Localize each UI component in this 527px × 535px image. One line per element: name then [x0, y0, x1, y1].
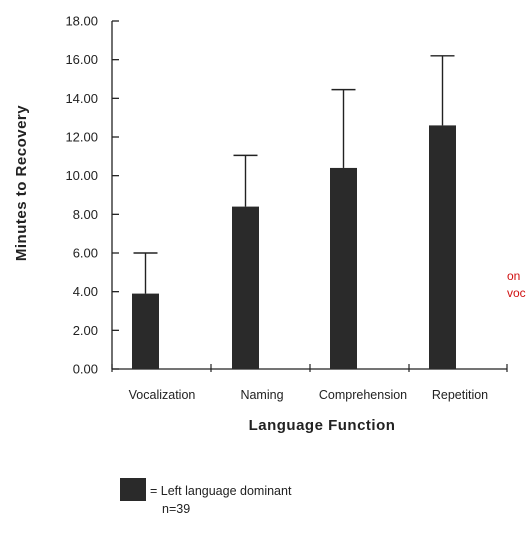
y-tick-label: 4.00 [73, 284, 98, 299]
category-labels: Vocalization Naming Comprehension Repetitio… [129, 388, 489, 402]
y-tick-label: 18.00 [65, 14, 98, 29]
y-tick-label: 0.00 [73, 362, 98, 377]
annotation-line-1: on [507, 269, 520, 283]
bar-vocalization [132, 293, 159, 369]
bar-comprehension [330, 167, 357, 369]
y-tick-label: 8.00 [73, 207, 98, 222]
category-label-comprehension: Comprehension [319, 388, 407, 402]
x-axis-title: Language Function [249, 417, 396, 434]
bar-naming [232, 206, 259, 369]
legend-label: = Left language dominant [150, 484, 292, 498]
y-tick-label: 14.00 [65, 91, 98, 106]
bar-repetition [429, 125, 456, 370]
y-tick-label: 6.00 [73, 246, 98, 261]
y-tick-label: 2.00 [73, 323, 98, 338]
y-tick-label: 10.00 [65, 168, 98, 183]
error-bars-group [133, 55, 455, 294]
y-tick-label: 12.00 [65, 130, 98, 145]
legend-swatch [120, 478, 146, 501]
legend: = Left language dominant n=39 [120, 478, 292, 516]
category-label-naming: Naming [240, 388, 283, 402]
bars-group [132, 125, 456, 370]
category-label-vocalization: Vocalization [129, 388, 196, 402]
y-tick-label: 16.00 [65, 52, 98, 67]
y-axis-title: Minutes to Recovery [13, 105, 30, 261]
annotation-line-2: voc [507, 286, 526, 300]
legend-sublabel: n=39 [162, 502, 190, 516]
y-axis: 0.00 2.00 4.00 6.00 8.00 10.00 12.00 14.00 16.00… [65, 14, 119, 377]
category-label-repetition: Repetition [432, 388, 488, 402]
